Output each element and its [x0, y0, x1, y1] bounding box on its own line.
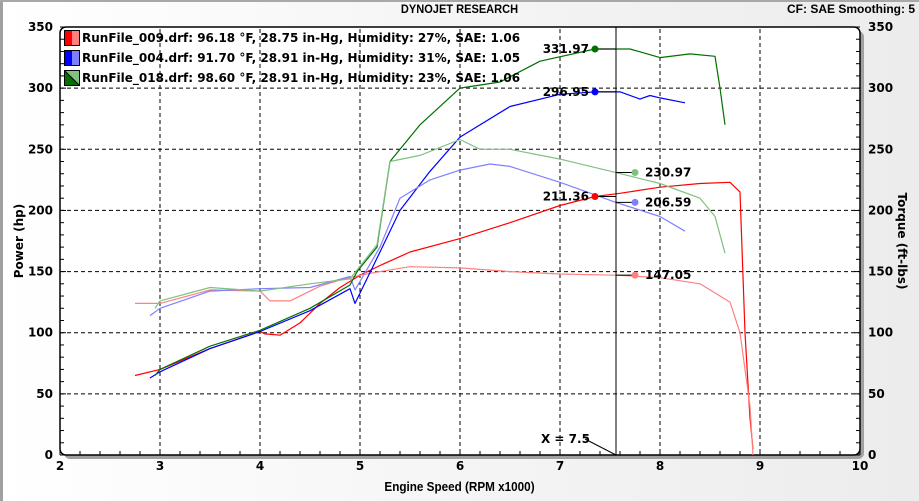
series-line [154, 48, 726, 376]
y-right-tick-label: 0 [868, 448, 876, 462]
red-swatch-icon [64, 30, 80, 46]
x-tick-label: 9 [756, 459, 764, 473]
y-axis-left-title: Power (hp) [12, 204, 26, 278]
cursor-value: X = 7.5 [541, 432, 590, 446]
marker-value: 331.97 [543, 42, 589, 56]
x-axis-title: Engine Speed (RPM x1000) [384, 479, 535, 494]
series-line [134, 181, 754, 449]
x-tick-label: 3 [156, 459, 164, 473]
y-right-tick-label: 250 [868, 142, 893, 156]
window-left-border [0, 0, 3, 501]
series-line [154, 138, 726, 309]
y-right-tick-label: 150 [868, 265, 893, 279]
x-tick-label: 8 [656, 459, 664, 473]
blue-swatch-icon [64, 50, 80, 66]
y-right-tick-label: 100 [868, 326, 893, 340]
cf-smoothing-label: CF: SAE Smoothing: 5 [787, 2, 915, 16]
marker-value: 211.36 [543, 190, 589, 204]
x-tick-label: 7 [556, 459, 564, 473]
x-tick-label: 4 [256, 459, 264, 473]
y-right-tick-label: 350 [868, 20, 893, 34]
axis-ticks [59, 26, 861, 456]
x-tick-label: 10 [852, 459, 869, 473]
y-right-tick-label: 300 [868, 81, 893, 95]
grid-lines [60, 29, 860, 455]
y-left-tick-label: 100 [28, 326, 53, 340]
y-left-tick-label: 50 [36, 387, 53, 401]
green-swatch-icon [64, 70, 80, 86]
value-markers: 331.97 296.95 211.36 230.97 206.59 147.05 [543, 42, 692, 282]
y-axis-left-labels: 0 50 100 150 200 250 300 350 [28, 20, 53, 462]
series-line [149, 91, 686, 379]
y-axis-right-labels: 0 50 100 150 200 250 300 350 [868, 20, 893, 462]
x-tick-label: 2 [56, 459, 64, 473]
x-tick-label: 5 [356, 459, 364, 473]
chart-title: DYNOJET RESEARCH [400, 2, 519, 16]
legend-item-runfile-018[interactable]: RunFile_018.drf: 98.60 °F, 28.91 in-Hg, … [64, 68, 520, 88]
y-left-tick-label: 350 [28, 20, 53, 34]
y-left-tick-label: 200 [28, 203, 53, 217]
legend-item-runfile-009[interactable]: RunFile_009.drf: 96.18 °F, 28.75 in-Hg, … [64, 28, 520, 48]
marker-dot [591, 193, 599, 201]
marker-dot [631, 169, 639, 177]
y-right-tick-label: 200 [868, 203, 893, 217]
legend-item-runfile-004[interactable]: RunFile_004.drf: 91.70 °F, 28.91 in-Hg, … [64, 48, 520, 68]
series-line [135, 266, 754, 456]
marker-value: 296.95 [543, 85, 589, 99]
legend-label: RunFile_018.drf: 98.60 °F, 28.91 in-Hg, … [82, 71, 521, 85]
legend-label: RunFile_004.drf: 91.70 °F, 28.91 in-Hg, … [82, 51, 521, 65]
cursor-label-leader [584, 438, 617, 456]
y-left-tick-label: 250 [28, 142, 53, 156]
window-top-border [0, 0, 919, 2]
legend: RunFile_009.drf: 96.18 °F, 28.75 in-Hg, … [64, 28, 520, 88]
y-left-tick-label: 0 [45, 448, 53, 462]
x-axis-labels: 2 3 4 5 6 7 8 9 10 [56, 459, 869, 473]
y-left-tick-label: 300 [28, 81, 53, 95]
marker-dot [591, 88, 599, 96]
y-left-tick-label: 150 [28, 265, 53, 279]
marker-dot [591, 45, 599, 53]
marker-value: 206.59 [645, 195, 691, 209]
legend-label: RunFile_009.drf: 96.18 °F, 28.75 in-Hg, … [82, 31, 521, 45]
x-tick-label: 6 [456, 459, 464, 473]
data-series [134, 48, 754, 456]
marker-dot [631, 271, 639, 279]
cursor-label: X = 7.5 [541, 432, 617, 456]
marker-value: 230.97 [645, 166, 691, 180]
marker-value: 147.05 [645, 268, 691, 282]
y-right-tick-label: 50 [868, 387, 885, 401]
y-axis-right-title: Torque (ft-lbs) [895, 193, 909, 290]
marker-dot [631, 198, 639, 206]
